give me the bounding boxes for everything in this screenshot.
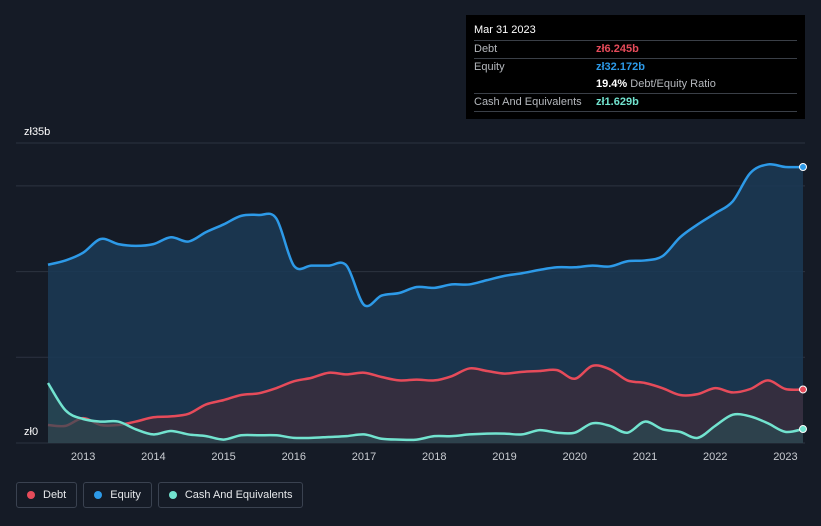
cash-dot-icon [168, 491, 177, 499]
legend-label: Cash And Equivalents [184, 489, 293, 501]
debt-line [47, 364, 804, 428]
tooltip-value-equity: zł32.172b [596, 61, 645, 73]
x-tick-label: 2013 [71, 451, 95, 463]
tooltip-label [474, 76, 596, 93]
x-tick-label: 2017 [352, 451, 376, 463]
x-tick-label: 2021 [633, 451, 657, 463]
tooltip-row-ratio: 19.4% Debt/Equity Ratio [474, 76, 797, 94]
axis-labels: zł35b zł0 2013 2014 2015 2016 2017 2018 2019 2020… [24, 126, 798, 463]
tooltip-label: Cash And Equivalents [474, 96, 582, 108]
legend-item-cash[interactable]: Cash And Equivalents [157, 482, 304, 508]
equity-line [47, 162, 804, 308]
tooltip-row-debt: Debt zł6.245b [474, 41, 797, 59]
x-tick-label: 2020 [563, 451, 587, 463]
x-tick-label: 2023 [773, 451, 797, 463]
tooltip-row-cash: Cash And Equivalents zł1.629b [474, 94, 797, 112]
x-tick-label: 2019 [492, 451, 516, 463]
equity-end-marker [799, 163, 807, 171]
debt-dot-icon [27, 491, 35, 499]
x-tick-label: 2016 [282, 451, 306, 463]
legend-label: Equity [110, 489, 141, 501]
cash-and-equivalents-line [46, 382, 804, 442]
cash-and-equivalents-end-marker [799, 425, 807, 434]
legend-item-debt[interactable]: Debt [16, 482, 78, 508]
tooltip-value-cash: zł1.629b [596, 96, 639, 108]
tooltip-date: Mar 31 2023 [474, 23, 797, 41]
debt-end-marker [799, 385, 807, 394]
series-areas [46, 162, 807, 443]
tooltip-ratio-caption: Debt/Equity Ratio [630, 78, 716, 90]
tooltip-value-ratio: 19.4% [596, 78, 628, 90]
tooltip-panel: Mar 31 2023 Debt zł6.245b Equity zł32.17… [466, 15, 805, 119]
tooltip-value-debt: zł6.245b [596, 43, 639, 55]
tooltip-row-equity: Equity zł32.172b [474, 59, 797, 76]
y-tick-label: zł0 [24, 426, 38, 438]
x-tick-label: 2018 [422, 451, 446, 463]
legend-item-equity[interactable]: Equity [83, 482, 152, 508]
legend: Debt Equity Cash And Equivalents [16, 482, 304, 508]
equity-dot-icon [94, 491, 103, 499]
x-tick-label: 2014 [141, 451, 165, 463]
tooltip-label: Equity [474, 61, 505, 73]
x-tick-label: 2022 [703, 451, 727, 463]
y-tick-label: zł35b [24, 126, 50, 138]
tooltip-label: Debt [474, 43, 498, 55]
debt-area [48, 365, 803, 443]
x-tick-label: 2015 [211, 451, 235, 463]
legend-label: Debt [43, 489, 67, 501]
